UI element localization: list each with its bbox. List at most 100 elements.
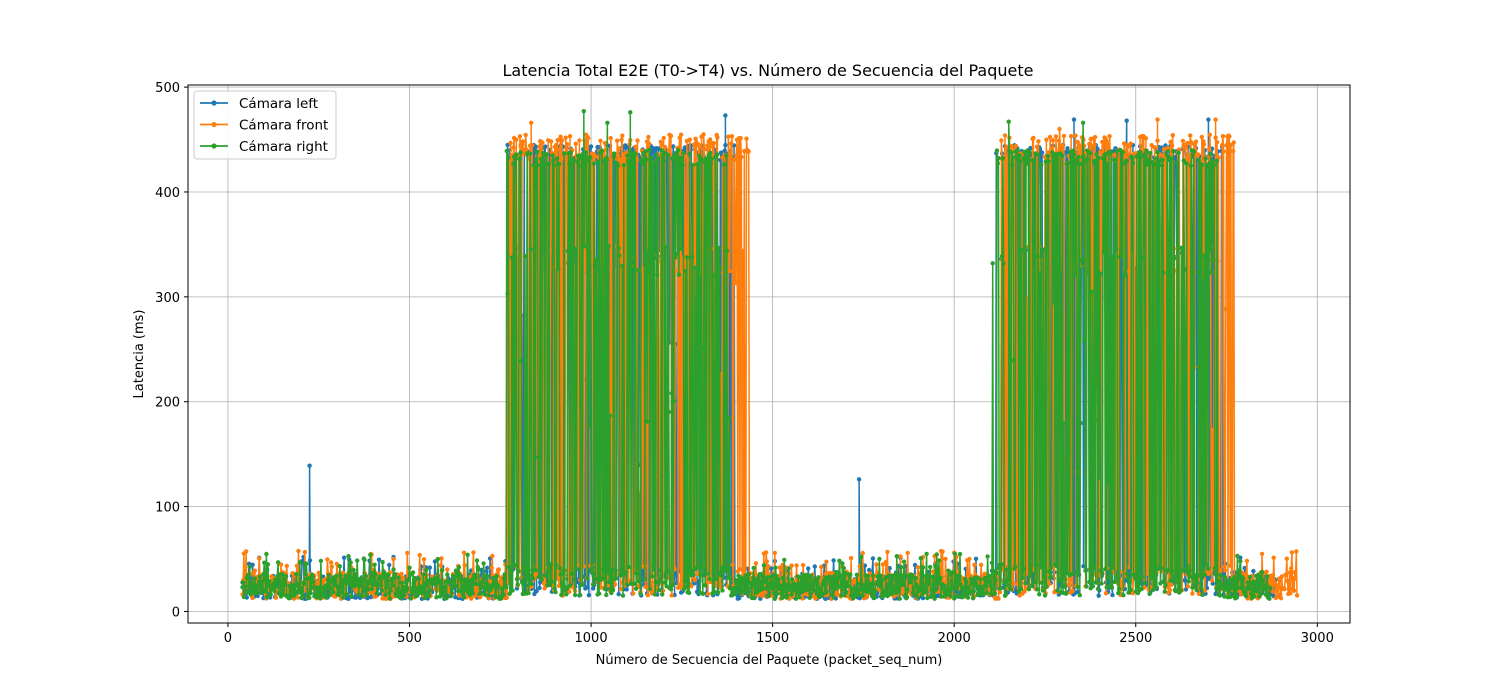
data-point [1010,155,1016,160]
data-point [620,593,626,598]
data-point [1167,587,1173,593]
data-point [578,402,584,407]
data-point [721,564,726,570]
data-point [310,574,316,580]
data-point [539,577,544,582]
data-point [405,550,410,556]
data-point [943,556,948,562]
data-point [572,577,577,582]
data-point [1149,575,1154,581]
data-point [554,562,559,568]
data-point [652,160,657,165]
data-point [676,272,682,277]
data-point [718,150,724,155]
data-point [1184,161,1189,166]
data-point [1291,588,1297,593]
data-point [973,556,979,561]
data-point [496,567,501,572]
data-point [380,559,385,565]
data-point [1259,569,1265,575]
data-point [548,139,554,144]
data-point [958,582,963,587]
data-point [830,570,835,576]
data-point [619,137,624,142]
data-point [846,583,851,589]
data-point [1067,578,1072,583]
data-point [912,592,917,597]
data-point [983,583,989,588]
data-point [1143,580,1148,586]
data-point [582,244,587,249]
data-point [738,135,743,141]
data-point [737,567,743,572]
data-point [865,573,870,579]
data-point [383,592,388,597]
data-point [322,590,327,596]
data-point [971,589,976,594]
data-point [1265,574,1270,579]
data-point [604,157,610,162]
data-point [328,586,333,591]
data-point [729,134,735,139]
data-point [1210,159,1215,164]
data-point [615,138,620,143]
data-point [840,561,845,566]
data-point [544,152,549,157]
data-point [1165,149,1170,154]
data-point [691,572,696,577]
data-point [1183,567,1189,572]
data-point [455,568,460,573]
data-point [1107,134,1112,139]
data-point [562,151,567,156]
data-point [949,570,955,575]
y-tick-label: 100 [155,501,180,516]
data-point [744,136,749,141]
data-point [999,562,1004,567]
data-point [297,560,302,565]
data-point [831,595,836,600]
data-point [427,565,432,570]
data-point [567,583,573,588]
data-point [665,568,670,574]
data-point [612,151,617,156]
data-point [1217,580,1222,585]
data-point [683,268,688,274]
data-point [538,156,544,162]
legend-box [193,90,337,160]
data-point [1087,579,1092,585]
data-point [241,594,247,600]
data-point [501,593,506,598]
data-point [957,576,962,581]
data-point [1237,568,1242,573]
data-point [1164,153,1170,158]
data-point [356,592,361,597]
data-point [750,582,755,587]
data-point [440,568,445,573]
data-point [1247,574,1253,580]
data-point [670,582,676,588]
data-point [927,573,932,579]
data-point [351,567,356,573]
data-point [1124,148,1129,154]
data-point [673,255,678,260]
data-point [1055,588,1060,593]
data-point [837,558,842,563]
data-point [1034,144,1040,149]
data-point [692,265,698,271]
data-point [636,579,642,584]
data-point [463,581,468,586]
data-point [506,564,512,570]
data-point [296,548,301,554]
data-point [559,138,565,143]
data-point [1087,150,1093,156]
data-point [374,591,379,596]
data-point [1103,591,1109,596]
data-point [542,586,547,591]
data-point [1108,150,1114,155]
data-point [561,568,566,574]
data-point [795,591,800,596]
data-point [761,586,766,591]
data-point [1068,134,1074,139]
data-point [746,571,751,577]
data-point [514,152,519,157]
